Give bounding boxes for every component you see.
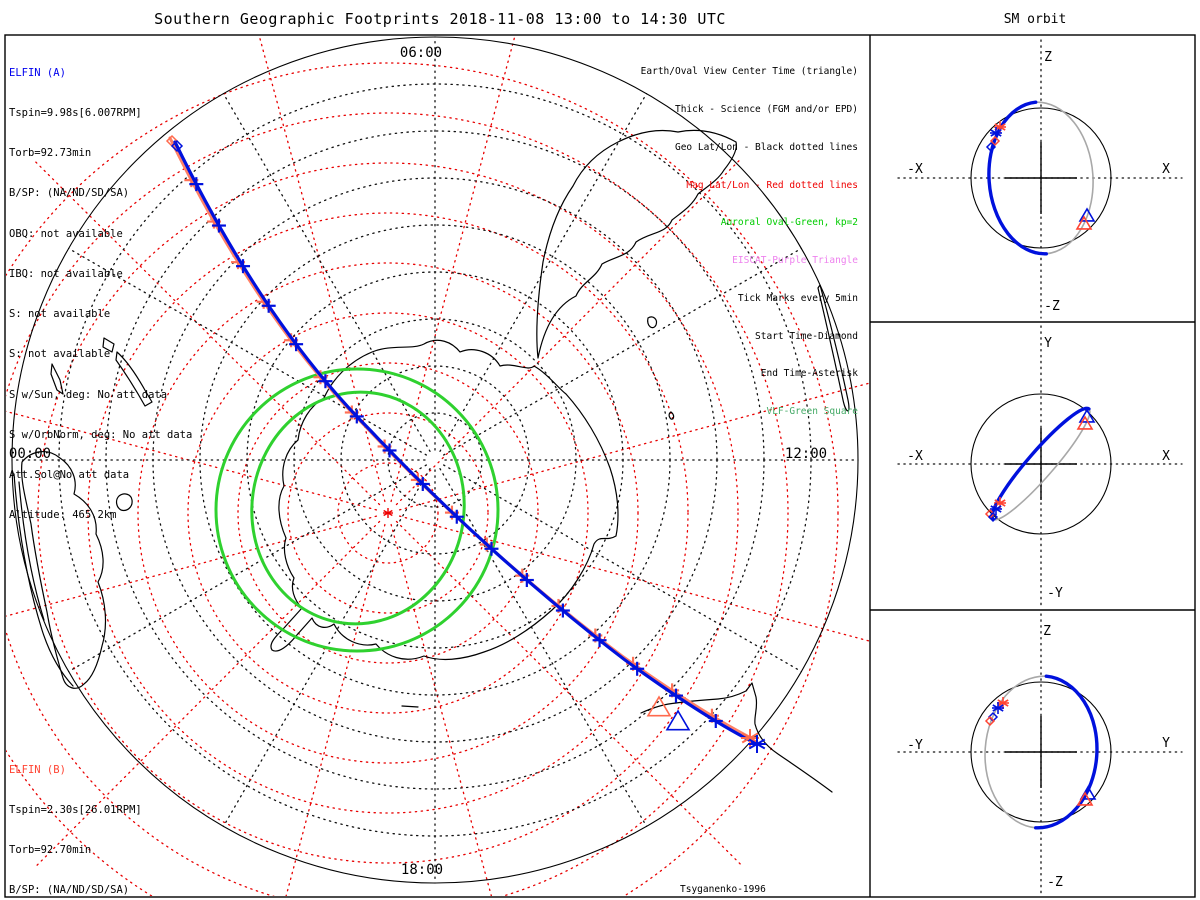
legend-item: Start Time-Diamond [755, 330, 858, 342]
coast-bottom-right [640, 682, 833, 793]
axis-label-top: Z [1044, 50, 1052, 65]
info-line: B/SP: (NA/ND/SD/SA) [9, 187, 130, 200]
axis-label-right: Y [1162, 736, 1170, 751]
orbit-nonscience-arc [984, 675, 1047, 829]
legend-item: Auroral Oval-Green, kp=2 [720, 217, 858, 229]
axis-label-left: -X [907, 162, 923, 177]
orbit-panel-xz: Z -Z -X X [897, 39, 1183, 319]
elfin-a-info: ELFIN (A) Tspin=9.98s[6.007RPM] Torb=92.… [9, 40, 192, 549]
orbit-panel-xy: Y -Y -X X [897, 325, 1183, 607]
page-title: Southern Geographic Footprints 2018-11-0… [154, 10, 726, 28]
coast-antarctica [270, 339, 619, 661]
legend-item: Geo Lat/Lon - Black dotted lines [674, 141, 858, 153]
info-line: S w/Sun, deg: No att data [9, 388, 168, 401]
coastlines [13, 129, 850, 793]
clock-label-0000: 00:00 [8, 446, 52, 462]
orbit-science-arc [987, 100, 1048, 256]
island-nz-north [102, 337, 115, 353]
island-falkland [115, 493, 133, 512]
info-line: Altitude: 465.2km [9, 509, 117, 522]
island-tiny [668, 411, 675, 420]
orbit-science-arc [1034, 674, 1099, 830]
elfin-b-info: ELFIN (B) Tspin=2.30s[26.01RPM] Torb=92.… [9, 737, 192, 900]
legend-item: End Time-Asterisk [760, 368, 858, 380]
figure-frame [4, 34, 1196, 898]
legend-item: Thick - Science (FGM and/or EPD) [674, 103, 858, 115]
footer: Tsyganenko-1996 Created: Sun Jan 29 10:0… [680, 858, 869, 900]
clock-label-0600: 06:00 [399, 45, 443, 61]
orbit-panel-markers [984, 121, 1097, 806]
elfin-a-name: ELFIN (A) [9, 66, 66, 79]
earth-circle [970, 393, 1112, 535]
coast-chile-sliver [13, 473, 74, 687]
earth-circle [970, 107, 1112, 249]
map-markers [165, 134, 766, 753]
map-boundary-circle [11, 36, 859, 884]
axis-label-top: Y [1044, 336, 1052, 351]
info-line: S w/OrbNorm, deg: No att data [9, 428, 193, 441]
axis-label-bottom: -Z [1047, 875, 1063, 890]
elfin-a-track [173, 140, 759, 746]
legend-item: Earth/Oval View Center Time (triangle) [640, 66, 858, 78]
clock-label-1800: 18:00 [400, 862, 444, 878]
elfin-a-tick-marks [189, 177, 723, 729]
clock-label-1200: 12:00 [784, 446, 828, 462]
model-name: Tsyganenko-1996 [680, 883, 766, 895]
axis-label-bottom: -Z [1044, 299, 1060, 314]
info-line: B/SP: (NA/ND/SD/SA) [9, 884, 130, 897]
magnetic-grid [6, 36, 869, 896]
coast-south-america [21, 451, 107, 689]
island-nz-south [115, 351, 153, 407]
info-line: Att.Sol@No att data [9, 469, 130, 481]
elfin-b-name: ELFIN (B) [9, 763, 66, 776]
island-dash [401, 705, 419, 708]
axis-label-left: -Y [907, 738, 923, 753]
legend-item: Mag Lat/Lon - Red dotted lines [686, 179, 858, 191]
info-line: OBQ: not available [9, 227, 123, 240]
island-tasmania [647, 316, 658, 329]
axis-label-top: Z [1043, 624, 1051, 639]
info-line: S: not available [9, 308, 111, 321]
axis-label-bottom: -Y [1047, 586, 1063, 601]
info-line: Tspin=9.98s[6.007RPM] [9, 107, 142, 120]
orbit-nonscience-arc [1035, 101, 1094, 255]
coast-right-sliver [817, 284, 850, 412]
legend-item: EISCAT-Purple Triangle [732, 255, 858, 267]
orbit-panel-yz: Z -Z -Y Y [897, 613, 1183, 894]
legend-item: Tick Marks every 5min [737, 292, 858, 304]
info-line: IBQ: not available [9, 267, 123, 280]
axis-label-right: X [1162, 162, 1170, 177]
earth-circle [970, 681, 1112, 823]
legend-item: VLF-Green Square [766, 406, 858, 418]
info-line: Torb=92.73min [9, 147, 92, 160]
info-line: Tspin=2.30s[26.01RPM] [9, 804, 142, 817]
axis-label-left: -X [907, 449, 923, 464]
info-line: Torb=92.70min [9, 844, 92, 857]
info-line: S: not available [9, 348, 111, 361]
orbit-nonscience-arc [992, 408, 1091, 521]
auroral-oval-outer [214, 367, 500, 653]
axis-label-right: X [1162, 449, 1170, 464]
coast-chile-sliver-2 [18, 481, 45, 621]
legend: Earth/Oval View Center Time (triangle) T… [558, 41, 858, 444]
sm-orbit-title: SM orbit [1003, 12, 1067, 27]
island-small-left [50, 363, 64, 395]
coast-australia [536, 129, 737, 359]
